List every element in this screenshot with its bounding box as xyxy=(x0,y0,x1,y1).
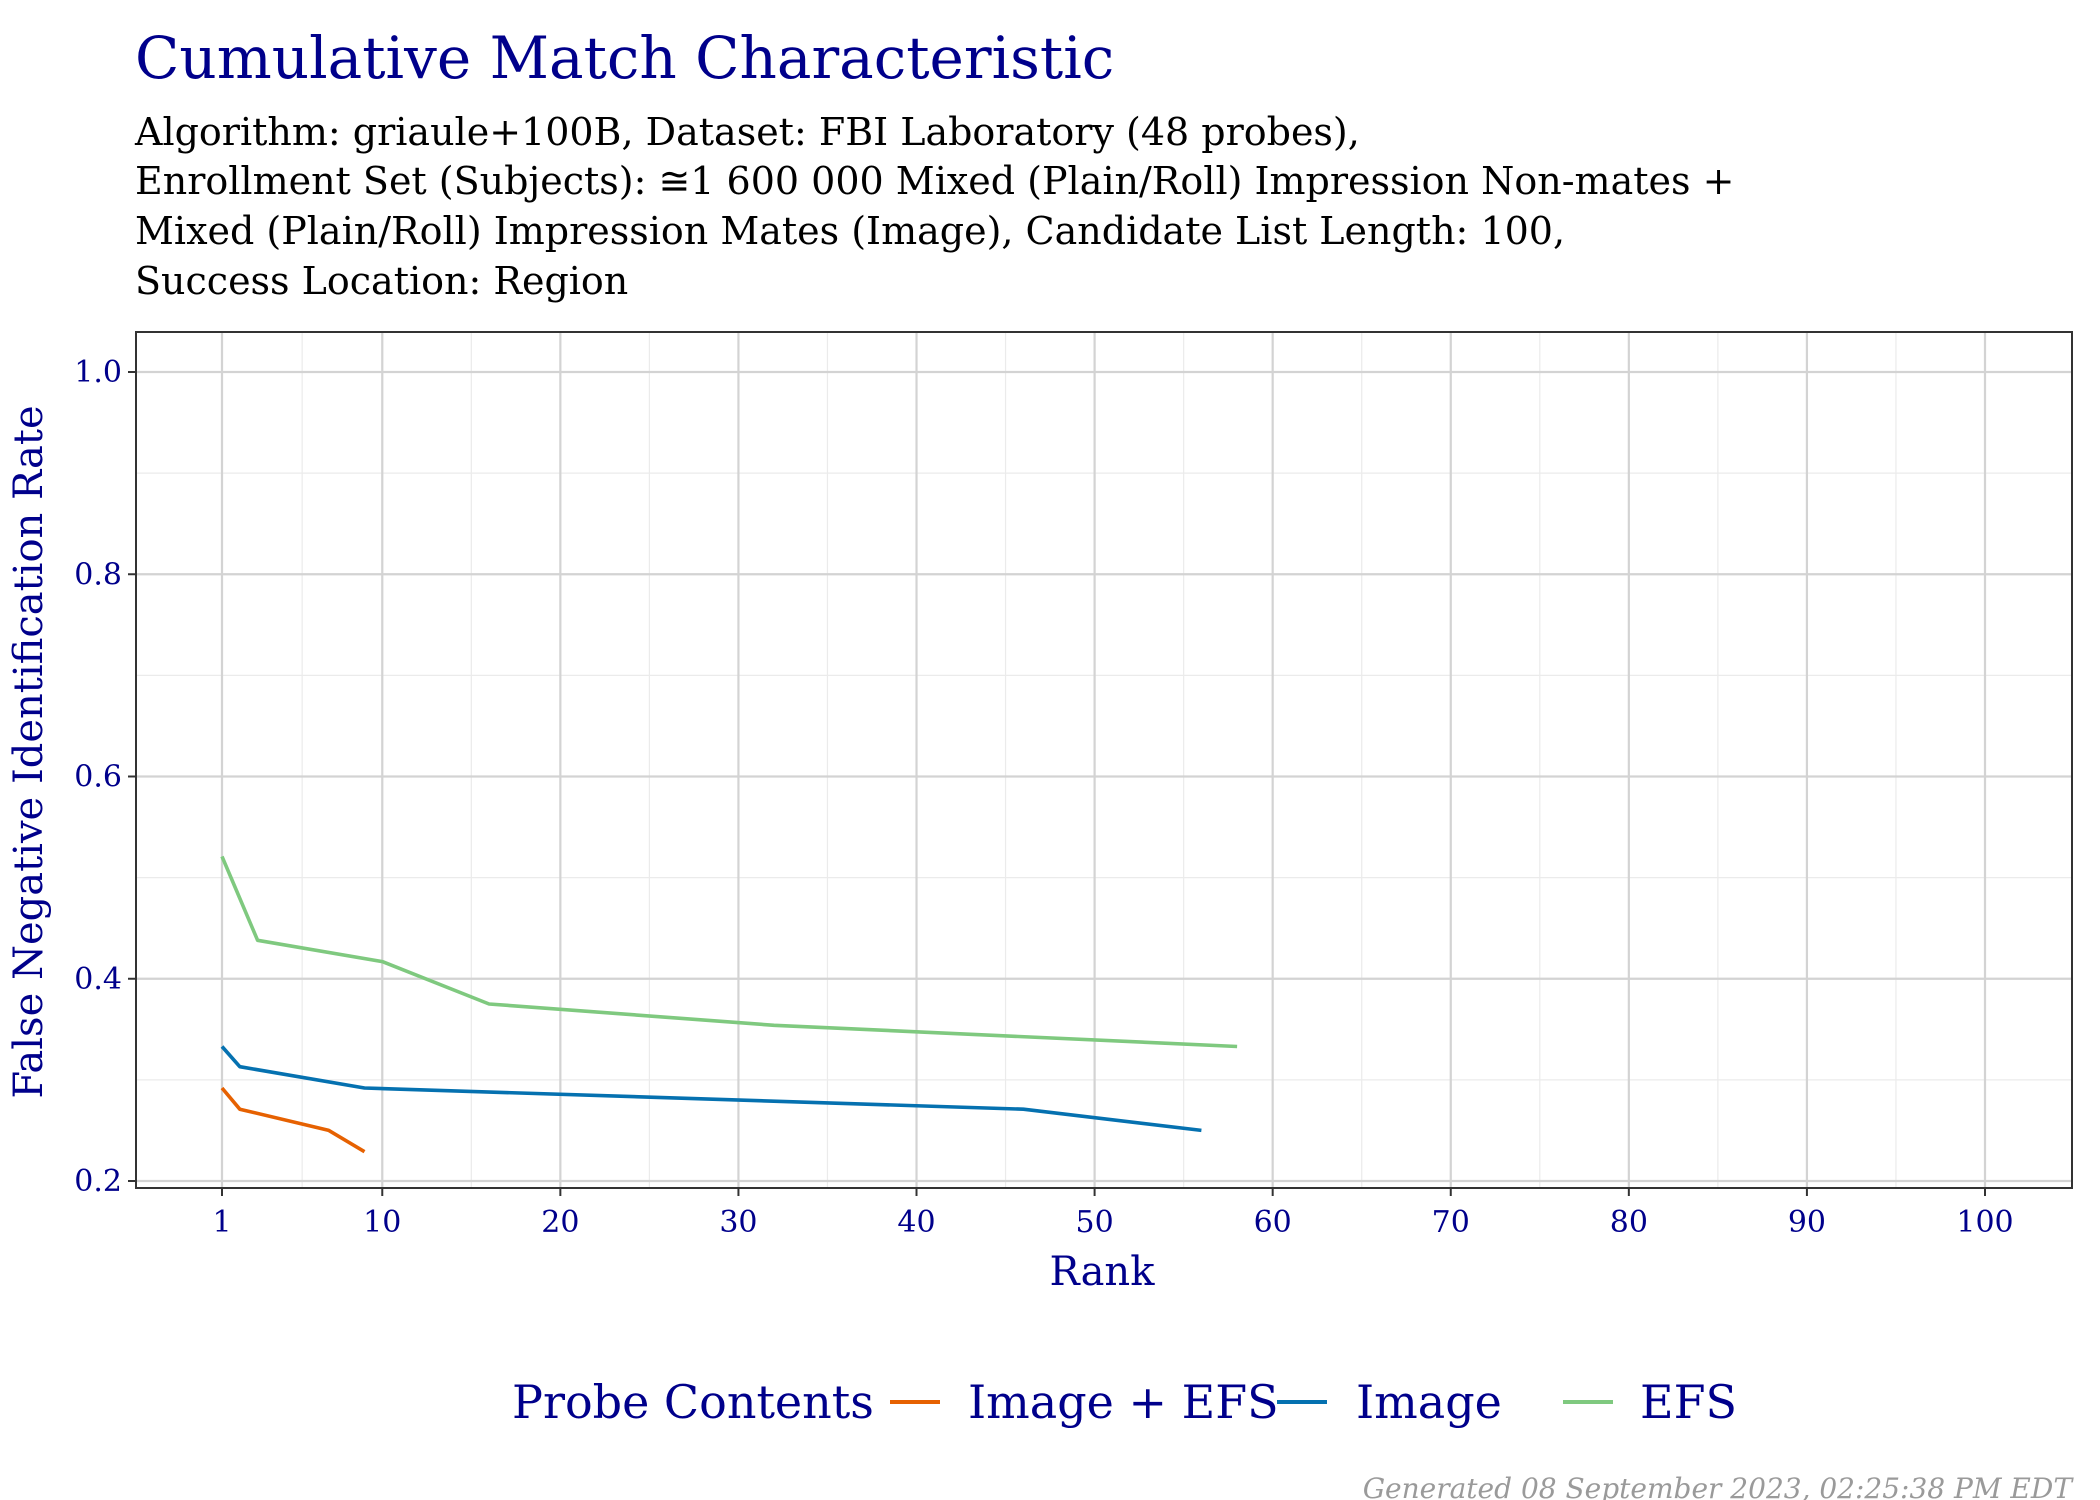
legend-label-image-efs: Image + EFS xyxy=(968,1375,1279,1429)
x-tick-label: 20 xyxy=(541,1205,579,1240)
chart-subtitle-line-1: Algorithm: griaule+100B, Dataset: FBI La… xyxy=(134,110,1360,154)
y-axis-title: False Negative Identification Rate xyxy=(6,405,52,1098)
x-tick-label: 1 xyxy=(212,1205,231,1240)
x-tick-label: 50 xyxy=(1076,1205,1114,1240)
generated-timestamp: Generated 08 September 2023, 02:25:38 PM… xyxy=(1363,1472,2075,1500)
legend-title: Probe Contents xyxy=(512,1375,874,1429)
chart-title: Cumulative Match Characteristic xyxy=(135,24,1114,92)
x-axis-title: Rank xyxy=(1050,1249,1156,1295)
x-tick-label: 80 xyxy=(1610,1205,1648,1240)
plot-panel xyxy=(136,332,2072,1188)
legend-label-image: Image xyxy=(1356,1375,1502,1429)
y-tick-label: 0.2 xyxy=(74,1164,122,1199)
x-tick-label: 10 xyxy=(363,1205,401,1240)
x-tick-label: 70 xyxy=(1432,1205,1470,1240)
x-tick-label: 90 xyxy=(1788,1205,1826,1240)
y-tick-label: 0.8 xyxy=(74,557,122,592)
series-line-image xyxy=(220,1045,1202,1133)
y-tick-label: 1.0 xyxy=(74,355,122,390)
plot-frame xyxy=(135,331,2073,1189)
x-tick-label: 40 xyxy=(897,1205,935,1240)
x-tick-label: 100 xyxy=(1956,1205,2013,1240)
legend-label-efs: EFS xyxy=(1640,1375,1737,1429)
chart-subtitle-line-3: Mixed (Plain/Roll) Impression Mates (Ima… xyxy=(135,209,1565,253)
series-line-image-efs xyxy=(220,1086,366,1154)
x-tick-label: 60 xyxy=(1254,1205,1292,1240)
chart-subtitle-line-2: Enrollment Set (Subjects): ≅1 600 000 Mi… xyxy=(135,159,1734,203)
x-tick-label: 30 xyxy=(719,1205,757,1240)
chart-subtitle-line-4: Success Location: Region xyxy=(135,259,628,303)
y-tick-label: 0.4 xyxy=(74,962,122,997)
y-tick-label: 0.6 xyxy=(74,760,122,795)
series-line-efs xyxy=(220,855,1238,1049)
